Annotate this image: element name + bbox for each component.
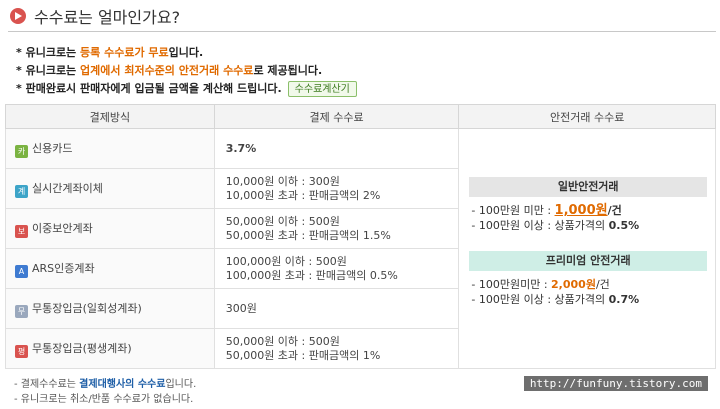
general-line-1: - 100만원 미만 : 1,000원/건 [469,203,707,218]
fee-cell: 300원 [213,288,460,329]
premium-price-value: 2,000원 [551,278,596,291]
table-row: 무 무통장입금(일회성계좌) 300원 [5,288,716,329]
general-line-1-prefix: - 100만원 미만 : [471,204,555,217]
fee-table: 결제방식 결제 수수료 안전거래 수수료 카 신용카드 3.7% 일반안전거래 -… [5,104,716,369]
premium-rate-value: 0.7% [608,293,640,306]
blog-watermark: http://funfuny.tistory.com [523,376,708,391]
table-row: 카 신용카드 3.7% 일반안전거래 - 100만원 미만 : 1,000원/건 … [5,128,716,369]
fee-line: 300원 [225,301,257,315]
fee-line: 100,000원 이하 : 500원 [225,254,347,268]
fee-line: 50,000원 이하 : 500원 [225,334,340,348]
method-label: 무통장입금(일회성계좌) [32,301,142,315]
footer-notes: - 결제수수료는 결제대행사의 수수료입니다. - 유니크로는 취소/반품 수수… [14,377,196,407]
note-3-text: * 판매완료시 판매자에게 입금될 금액을 계산해 드립니다. [16,82,282,95]
premium-line-2: - 100만원 이상 : 상품가격의 0.7% [469,292,707,307]
note-line-3: * 판매완료시 판매자에게 입금될 금액을 계산해 드립니다. 수수료계산기 [16,80,357,98]
note-2-prefix: * 유니크로는 [16,64,81,77]
premium-safe-trade-label: 프리미엄 안전거래 [469,251,707,271]
premium-line-2-prefix: - 100만원 이상 : 상품가격의 [471,293,609,306]
deposit-lifetime-icon: 평 [15,344,28,358]
method-label: 이중보안계좌 [32,221,93,235]
header-safe-trade-fee: 안전거래 수수료 [458,104,716,129]
page-title: 수수료는 얼마인가요? [34,8,181,27]
general-safe-trade: 일반안전거래 - 100만원 미만 : 1,000원/건 - 100만원 이상 … [469,177,707,233]
deposit-once-icon: 무 [15,304,28,318]
general-line-1-suffix: /건 [607,204,622,217]
footer-line-1-highlight: 결제대행사의 수수료 [79,379,166,390]
general-safe-trade-label: 일반안전거래 [469,177,707,197]
general-line-2: - 100만원 이상 : 상품가격의 0.5% [469,218,707,233]
note-2-highlight: 업계에서 최저수준의 안전거래 수수료 [80,64,254,77]
header-payment-method: 결제방식 [5,104,215,129]
method-cell: A ARS인증계좌 [5,248,215,289]
fee-line: 50,000원 초과 : 판매금액의 1.5% [225,228,391,242]
secure-account-icon: 보 [15,224,28,238]
header-divider [8,31,716,32]
play-bullet-icon [10,8,26,24]
footer-line-1: - 결제수수료는 결제대행사의 수수료입니다. [14,377,196,392]
premium-safe-trade: 프리미엄 안전거래 - 100만원미만 : 2,000원/건 - 100만원 이… [469,251,707,307]
premium-line-1-prefix: - 100만원미만 : [471,278,552,291]
fee-line: 10,000원 이하 : 300원 [225,174,340,188]
ars-icon: A [15,264,28,278]
note-line-2: * 유니크로는 업계에서 최저수준의 안전거래 수수료로 제공됩니다. [16,62,357,80]
method-cell: 평 무통장입금(평생계좌) [5,328,215,369]
method-label: 신용카드 [32,141,73,155]
fee-line: 3.7% [225,141,257,155]
safe-trade-cell: 일반안전거래 - 100만원 미만 : 1,000원/건 - 100만원 이상 … [458,128,716,369]
card-icon: 카 [15,144,28,158]
note-2-suffix: 로 제공됩니다. [253,64,323,77]
fee-calculator-button[interactable]: 수수료계산기 [287,81,357,97]
fee-line: 100,000원 초과 : 판매금액의 0.5% [225,268,398,282]
method-label: 무통장입금(평생계좌) [32,341,132,355]
fee-line: 50,000원 이하 : 500원 [225,214,340,228]
method-cell: 무 무통장입금(일회성계좌) [5,288,215,329]
fee-line: 50,000원 초과 : 판매금액의 1% [225,348,381,362]
footer-line-2: - 유니크로는 취소/반품 수수료가 없습니다. [14,394,194,405]
premium-line-1: - 100만원미만 : 2,000원/건 [469,277,707,292]
fee-cell: 50,000원 이하 : 500원 50,000원 초과 : 판매금액의 1.5… [213,208,460,249]
table-row: 계 실시간계좌이체 10,000원 이하 : 300원 10,000원 초과 : … [5,168,716,209]
general-rate-value: 0.5% [608,219,640,232]
method-cell: 카 신용카드 [5,128,215,169]
header-payment-fee: 결제 수수료 [213,104,460,129]
note-line-1: * 유니크로는 등록 수수료가 무료입니다. [16,44,357,62]
footer-line-1-prefix: - 결제수수료는 [14,379,80,390]
premium-line-1-suffix: /건 [595,278,610,291]
note-1-suffix: 입니다. [168,46,204,59]
note-1-prefix: * 유니크로는 [16,46,81,59]
fee-cell: 50,000원 이하 : 500원 50,000원 초과 : 판매금액의 1% [213,328,460,369]
method-label: 실시간계좌이체 [32,181,103,195]
table-header-row: 결제방식 결제 수수료 안전거래 수수료 [5,104,716,129]
method-cell: 계 실시간계좌이체 [5,168,215,209]
fee-line: 10,000원 초과 : 판매금액의 2% [225,188,381,202]
method-label: ARS인증계좌 [32,261,95,275]
table-row: A ARS인증계좌 100,000원 이하 : 500원 100,000원 초과 … [5,248,716,289]
fee-cell: 100,000원 이하 : 500원 100,000원 초과 : 판매금액의 0… [213,248,460,289]
table-row: 평 무통장입금(평생계좌) 50,000원 이하 : 500원 50,000원 초… [5,328,716,369]
general-line-2-prefix: - 100만원 이상 : 상품가격의 [471,219,609,232]
fee-cell: 10,000원 이하 : 300원 10,000원 초과 : 판매금액의 2% [213,168,460,209]
method-cell: 보 이중보안계좌 [5,208,215,249]
page-header: 수수료는 얼마인가요? [10,4,180,28]
footer-line-1-suffix: 입니다. [165,379,197,390]
bank-transfer-icon: 계 [15,184,28,198]
fee-cell: 3.7% [213,128,460,169]
notes: * 유니크로는 등록 수수료가 무료입니다. * 유니크로는 업계에서 최저수준… [16,44,357,98]
note-1-highlight: 등록 수수료가 무료 [80,46,169,59]
general-price-value: 1,000원 [554,203,608,218]
